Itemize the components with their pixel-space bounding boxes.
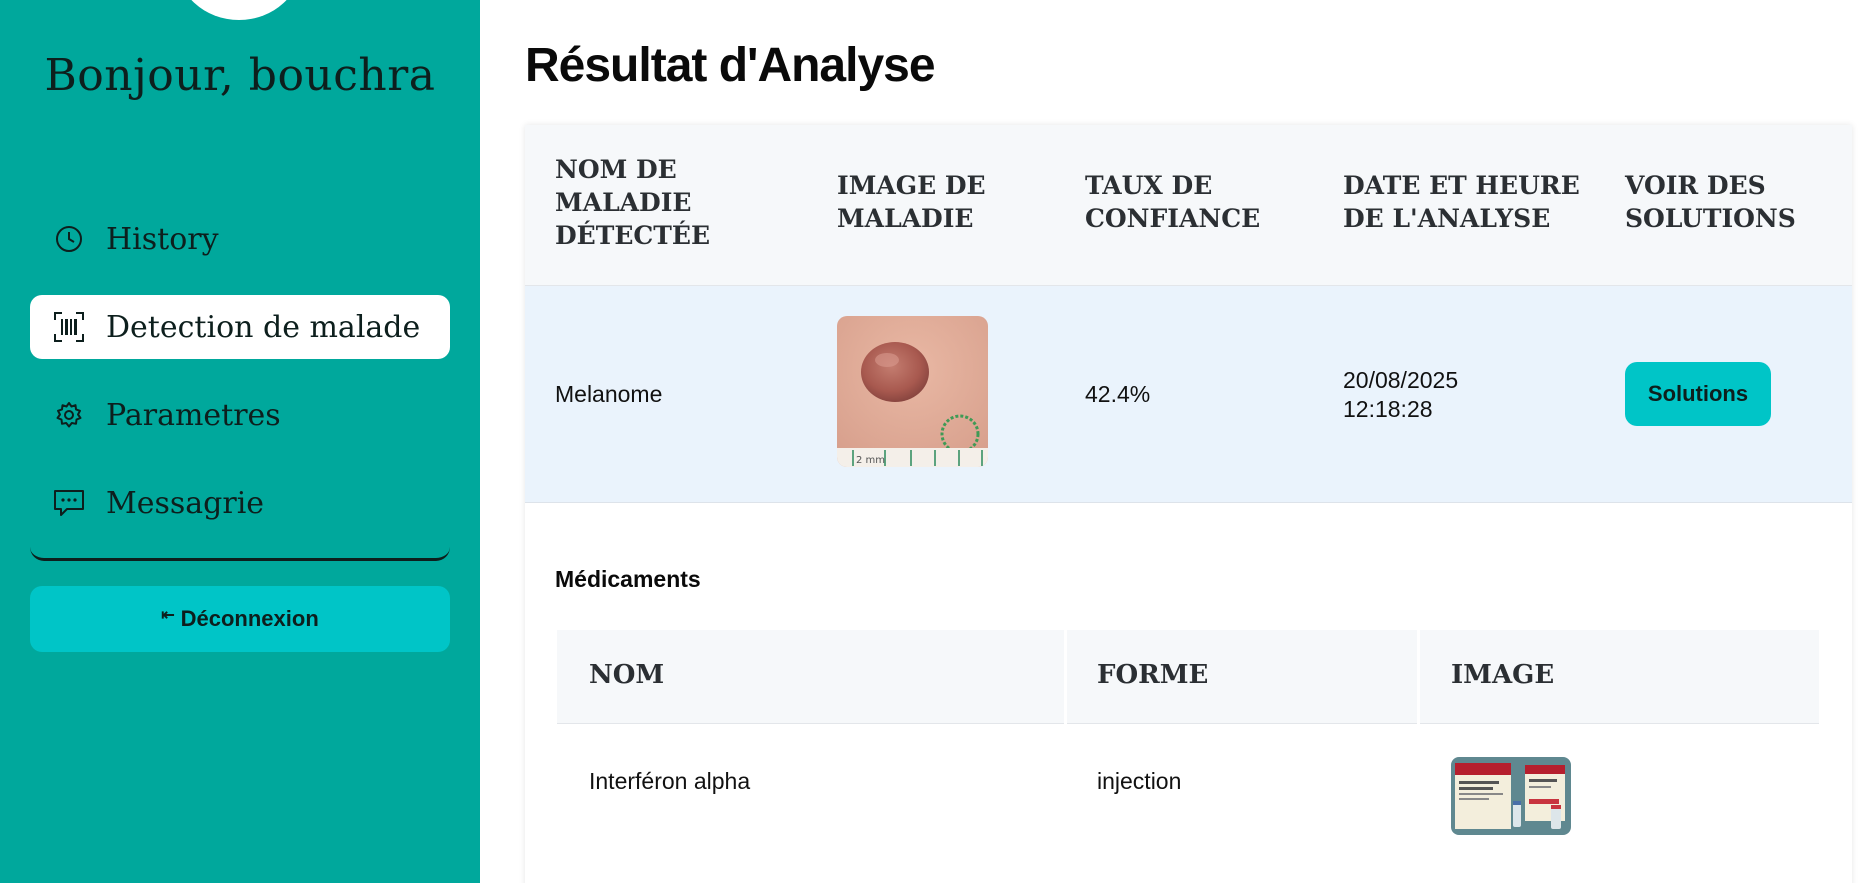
logout-button[interactable]: ⇤ Déconnexion (30, 586, 450, 652)
table-row: Interféron alpha injection (557, 724, 1819, 874)
greeting: Bonjour, bouchra (44, 50, 436, 101)
header-med-image: IMAGE (1451, 660, 1555, 690)
analysis-date: 20/08/2025 (1343, 367, 1459, 393)
analysis-card: NOM DE MALADIE DÉTECTÉE IMAGE DE MALADIE… (525, 125, 1852, 883)
medications-title: Médicaments (555, 566, 701, 592)
confidence-value: 42.4% (1085, 381, 1151, 407)
sidebar-item-parametres[interactable]: Parametres (30, 383, 450, 447)
message-icon (52, 486, 86, 520)
column-separator (1064, 630, 1067, 724)
gear-icon (52, 398, 86, 432)
barcode-scan-icon (52, 310, 86, 344)
nav-divider (30, 545, 450, 561)
disease-image[interactable]: 2 mm (837, 316, 988, 467)
header-disease-image: IMAGE DE MALADIE (837, 171, 986, 233)
sidebar-item-detection[interactable]: Detection de malade (30, 295, 450, 359)
header-med-form: FORME (1097, 660, 1209, 690)
sidebar-item-label: Parametres (106, 397, 281, 433)
avatar[interactable] (176, 0, 302, 20)
medication-form: injection (1097, 768, 1182, 794)
sidebar: Bonjour, bouchra History Detection de ma… (0, 0, 480, 883)
medications-header: NOM FORME IMAGE (557, 630, 1819, 724)
sidebar-item-label: Detection de malade (106, 309, 421, 345)
sidebar-item-label: Messagrie (106, 485, 265, 521)
header-disease-name: NOM DE MALADIE DÉTECTÉE (555, 155, 711, 250)
logout-arrow-icon: ⇤ (161, 607, 175, 624)
header-solutions: VOIR DES SOLUTIONS (1625, 171, 1796, 233)
table-row: Melanome (525, 286, 1852, 503)
header-confidence: TAUX DE CONFIANCE (1085, 171, 1261, 233)
medication-image[interactable] (1451, 757, 1571, 835)
header-med-name: NOM (589, 660, 665, 690)
medication-name: Interféron alpha (589, 768, 751, 794)
analysis-time: 12:18:28 (1343, 396, 1433, 422)
sidebar-nav: History Detection de malade (30, 207, 450, 559)
clock-icon (52, 222, 86, 256)
disease-name: Melanome (555, 381, 663, 407)
solutions-button[interactable]: Solutions (1625, 362, 1771, 426)
logout-label: Déconnexion (180, 606, 319, 631)
scale-label: 2 mm (856, 455, 885, 466)
page-title: Résultat d'Analyse (525, 39, 936, 92)
header-date-time: DATE ET HEURE DE L'ANALYSE (1343, 171, 1580, 233)
sidebar-item-messagrie[interactable]: Messagrie (30, 471, 450, 535)
sidebar-item-label: History (106, 221, 219, 257)
column-separator (1417, 630, 1420, 724)
table-header: NOM DE MALADIE DÉTECTÉE IMAGE DE MALADIE… (525, 125, 1852, 286)
sidebar-item-history[interactable]: History (30, 207, 450, 271)
